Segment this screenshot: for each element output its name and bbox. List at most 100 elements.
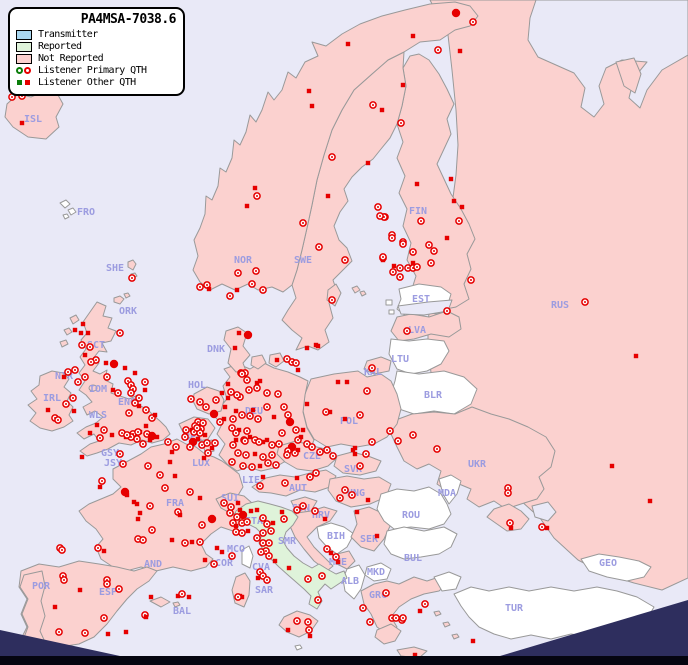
listener-primary-qth-marker-center [257,418,259,420]
listener-other-qth-marker [19,120,25,126]
legend: PA4MSA-7038.6 Transmitter Reported Not R… [8,7,185,96]
listener-primary-qth-marker-center [262,456,264,458]
listener-cluster-marker [238,510,248,520]
country-label-irl: IRL [43,393,61,404]
sea-of-azov [531,501,557,522]
listener-primary-qth-marker-center [232,444,234,446]
listener-other-qth-marker [154,434,160,440]
country-label-mkd: MKD [367,567,385,578]
listener-primary-qth-marker-center [97,547,99,549]
listener-primary-qth-marker-center [262,575,264,577]
listener-primary-qth-marker-center [362,607,364,609]
listener-primary-qth-marker-center [266,579,268,581]
listener-other-qth-marker [410,260,416,266]
listener-primary-qth-marker-center [201,524,203,526]
listener-other-qth-marker [152,412,158,418]
country-label-ukr: UKR [468,459,487,470]
listener-other-qth-marker [264,437,270,443]
listener-primary-qth-marker-center [201,444,203,446]
country-label-swe: SWE [294,255,312,266]
listener-primary-qth-marker-center [142,443,144,445]
listener-primary-qth-marker-center [391,237,393,239]
listener-primary-qth-marker-center [246,521,248,523]
listener-other-qth-marker [236,427,242,433]
listener-primary-qth-marker-center [318,246,320,248]
country-label-bel: BEL [184,432,202,443]
corsica [241,545,254,569]
listener-primary-qth-marker-center [199,401,201,403]
listener-other-qth-marker [609,463,615,469]
listener-primary-qth-marker-center [294,452,296,454]
listener-primary-qth-marker-center [256,537,258,539]
listener-other-qth-marker [412,652,418,658]
listener-primary-qth-marker-center [412,434,414,436]
primary-qth-red-circle-icon [24,67,31,74]
listener-primary-qth-marker-center [436,448,438,450]
listener-primary-qth-marker-center [223,502,225,504]
listener-primary-qth-marker-center [199,541,201,543]
listener-other-qth-marker [274,357,280,363]
listener-other-qth-marker [167,459,173,465]
listener-primary-qth-marker-center [231,427,233,429]
listener-primary-qth-marker-center [382,256,384,258]
listener-other-qth-marker [298,434,304,440]
listener-primary-qth-marker-center [251,283,253,285]
listener-other-qth-marker [374,533,380,539]
country-label-bal: BAL [173,606,191,617]
faroe-islands [59,199,77,220]
listener-primary-qth-marker-center [297,439,299,441]
listener-primary-qth-marker-center [446,310,448,312]
listener-other-qth-marker [335,559,341,565]
listener-other-qth-marker [186,594,192,600]
listener-primary-qth-marker-center [309,476,311,478]
crete [396,646,428,659]
listener-other-qth-marker [294,475,300,481]
listener-primary-qth-marker-center [302,505,304,507]
listener-other-qth-marker [508,525,514,531]
listener-primary-qth-marker-center [326,548,328,550]
listener-other-qth-marker [132,370,138,376]
listener-primary-qth-marker-center [392,271,394,273]
listener-other-qth-marker [414,181,420,187]
listener-primary-qth-marker-center [416,266,418,268]
listener-primary-qth-marker-center [507,487,509,489]
listener-cluster-marker [285,417,295,427]
listener-primary-qth-marker-center [275,464,277,466]
listener-primary-qth-marker-center [144,381,146,383]
listener-other-qth-marker [219,390,225,396]
not-reported-swatch [16,53,32,64]
country-label-and: AND [144,559,162,570]
listener-primary-qth-marker-center [244,440,246,442]
listener-primary-qth-marker-center [331,156,333,158]
country-label-fra: FRA [166,498,184,509]
listener-other-qth-marker [247,434,253,440]
listener-primary-qth-marker-center [395,617,397,619]
listener-primary-qth-marker-center [106,583,108,585]
listener-primary-qth-marker-center [319,451,321,453]
listener-other-qth-marker [328,550,334,556]
country-label-hol: HOL [188,380,206,391]
country-label-kal: KAL [364,367,382,378]
listener-other-qth-marker [82,352,88,358]
listener-primary-qth-marker-center [377,206,379,208]
listener-primary-qth-marker-center [213,563,215,565]
listener-primary-qth-marker-center [189,446,191,448]
listener-other-qth-marker [219,549,225,555]
listener-primary-qth-marker-center [268,542,270,544]
listener-primary-qth-marker-center [262,542,264,544]
listener-other-qth-marker [72,327,78,333]
listener-primary-qth-marker-center [262,289,264,291]
country-label-pol: POL [340,416,358,427]
listener-primary-qth-marker-center [118,588,120,590]
listener-primary-qth-marker-center [287,414,289,416]
listener-other-qth-marker [270,520,276,526]
listener-primary-qth-marker-center [385,592,387,594]
listener-other-qth-marker [244,203,250,209]
listener-primary-qth-marker-center [507,492,509,494]
listener-cluster-marker [243,330,253,340]
listener-primary-qth-marker-center [584,301,586,303]
listener-primary-qth-marker-center [541,526,543,528]
listener-other-qth-marker [87,430,93,436]
listener-other-qth-marker [177,512,183,518]
